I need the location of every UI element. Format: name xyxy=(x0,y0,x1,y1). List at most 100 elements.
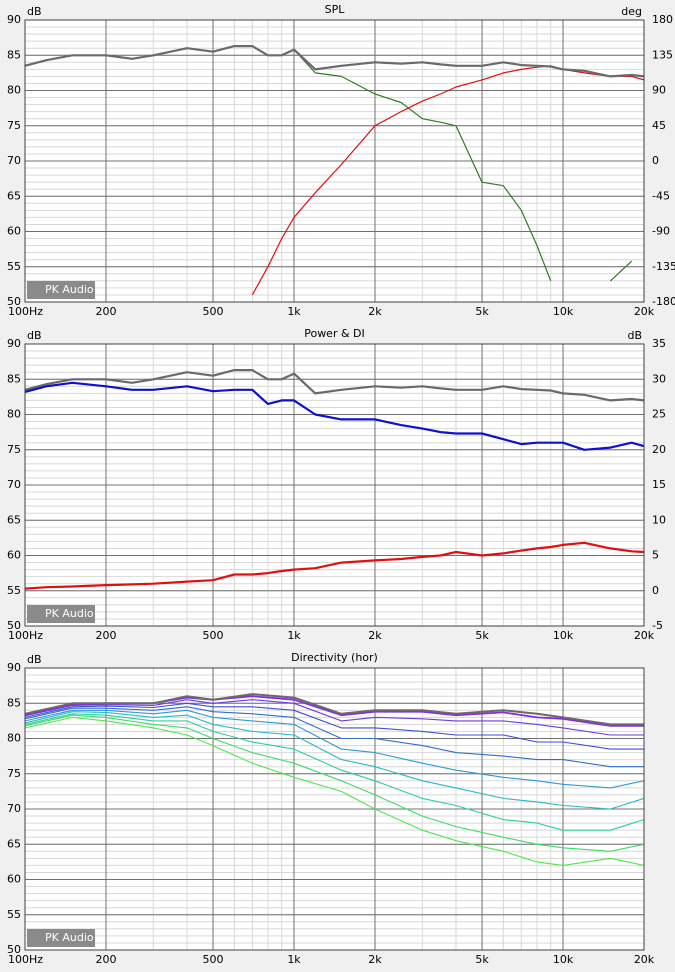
series-line xyxy=(25,706,644,768)
chart-title: SPL xyxy=(325,3,346,16)
y-tick-label: 80 xyxy=(7,732,21,745)
series-line xyxy=(25,711,644,810)
watermark-text: PK Audio xyxy=(45,607,94,620)
y-tick-label: 65 xyxy=(7,513,21,526)
x-tick-label: 200 xyxy=(95,953,116,966)
y2-tick-label: 15 xyxy=(652,478,666,491)
y2-tick-label: 0 xyxy=(652,584,659,597)
y-tick-label: 65 xyxy=(7,189,21,202)
y-axis-label: dB xyxy=(27,653,42,666)
y-tick-label: 75 xyxy=(7,443,21,456)
x-tick-label: 5k xyxy=(475,953,489,966)
x-tick-label: 200 xyxy=(95,305,116,318)
chart-title: Directivity (hor) xyxy=(291,651,378,664)
y2-tick-label: -45 xyxy=(652,189,670,202)
x-tick-label: 2k xyxy=(368,305,382,318)
y-tick-label: 55 xyxy=(7,584,21,597)
x-tick-label: 2k xyxy=(368,629,382,642)
y2-tick-label: 45 xyxy=(652,119,666,132)
x-tick-label: 20k xyxy=(634,953,655,966)
x-tick-label: 100Hz xyxy=(8,629,43,642)
series-line xyxy=(609,260,633,282)
watermark-box xyxy=(27,605,95,623)
y2-tick-label: 20 xyxy=(652,443,666,456)
x-tick-label: 200 xyxy=(95,629,116,642)
series-line xyxy=(25,369,644,402)
x-tick-label: 500 xyxy=(203,305,224,318)
y2-tick-label: 180 xyxy=(652,13,673,26)
y-tick-label: 65 xyxy=(7,837,21,850)
series-line xyxy=(25,709,644,789)
y-tick-label: 90 xyxy=(7,661,21,674)
watermark-text: PK Audio xyxy=(45,283,94,296)
x-tick-label: 1k xyxy=(287,629,301,642)
watermark-box xyxy=(27,929,95,947)
y2-tick-label: -90 xyxy=(652,225,670,238)
y-axis-label: dB xyxy=(27,329,42,342)
y-tick-label: 50 xyxy=(7,943,21,956)
series-line xyxy=(25,381,644,451)
y-tick-label: 90 xyxy=(7,337,21,350)
series-group xyxy=(25,45,644,296)
series-line xyxy=(25,716,644,866)
x-tick-label: 20k xyxy=(634,305,655,318)
x-tick-label: 10k xyxy=(553,953,574,966)
y-tick-label: 70 xyxy=(7,154,21,167)
y-tick-label: 60 xyxy=(7,549,21,562)
y2-tick-label: 5 xyxy=(652,549,659,562)
y-axis-label: dB xyxy=(27,5,42,18)
x-tick-label: 10k xyxy=(553,305,574,318)
y2-tick-label: 10 xyxy=(652,513,666,526)
y-tick-label: 75 xyxy=(7,767,21,780)
y-tick-label: 70 xyxy=(7,478,21,491)
y-tick-label: 80 xyxy=(7,408,21,421)
series-line xyxy=(25,702,644,750)
y-tick-label: 70 xyxy=(7,802,21,815)
watermark-text: PK Audio xyxy=(45,931,94,944)
x-tick-label: 1k xyxy=(287,305,301,318)
y2-tick-label: -135 xyxy=(652,260,675,273)
y2-tick-label: 35 xyxy=(652,337,666,350)
series-group xyxy=(25,693,644,866)
y-tick-label: 90 xyxy=(7,13,21,26)
series-line xyxy=(25,45,644,78)
series-line xyxy=(25,714,644,852)
y-tick-label: 55 xyxy=(7,260,21,273)
x-tick-label: 500 xyxy=(203,629,224,642)
y2-tick-label: 90 xyxy=(652,84,666,97)
series-line xyxy=(25,713,644,831)
y2-tick-label: 135 xyxy=(652,48,673,61)
watermark: PK Audio xyxy=(27,929,95,947)
y2-axis-label: deg xyxy=(621,5,642,18)
y-tick-label: 50 xyxy=(7,295,21,308)
x-tick-label: 5k xyxy=(475,629,489,642)
series-line xyxy=(251,65,644,296)
series-line xyxy=(25,699,644,736)
y-tick-label: 55 xyxy=(7,908,21,921)
y2-tick-label: -180 xyxy=(652,295,675,308)
y-tick-label: 85 xyxy=(7,372,21,385)
y-tick-label: 75 xyxy=(7,119,21,132)
y-tick-label: 60 xyxy=(7,225,21,238)
panel: 90 85 80 75 70 65 60 55 50 180 135 90 45 0 -45 -90 -135 -… xyxy=(7,3,675,318)
y-tick-label: 60 xyxy=(7,873,21,886)
x-tick-label: 20k xyxy=(634,629,655,642)
x-tick-label: 500 xyxy=(203,953,224,966)
plot-border xyxy=(24,667,645,951)
x-tick-label: 2k xyxy=(368,953,382,966)
plot-border xyxy=(24,343,645,627)
y-tick-label: 80 xyxy=(7,84,21,97)
series-line xyxy=(25,541,644,590)
watermark: PK Audio xyxy=(27,281,95,299)
plot-border xyxy=(24,19,645,303)
series-line xyxy=(25,693,644,726)
chart-title: Power & DI xyxy=(304,327,365,340)
watermark-box xyxy=(27,281,95,299)
series-group xyxy=(25,369,644,590)
x-tick-label: 100Hz xyxy=(8,305,43,318)
x-tick-label: 5k xyxy=(475,305,489,318)
